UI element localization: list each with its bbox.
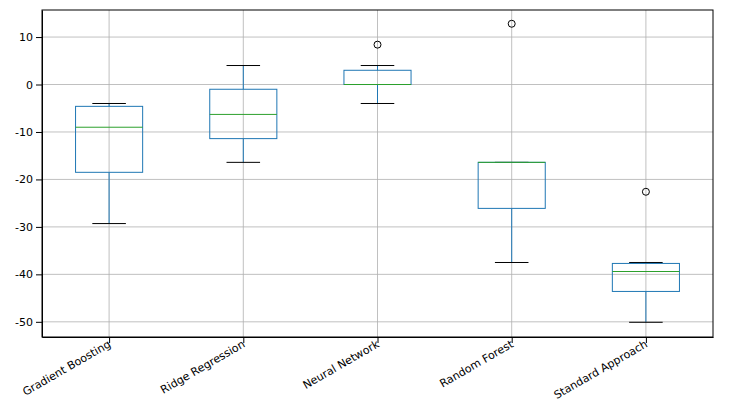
tick-mark (36, 322, 42, 323)
tick: -10 (15, 126, 42, 139)
grid-line (511, 10, 512, 337)
x-axis: Gradient Boosting Ridge Regression Neural … (20, 337, 713, 402)
tick-mark (36, 274, 42, 275)
median (478, 162, 545, 163)
outlier (508, 20, 515, 27)
tick: -40 (15, 268, 42, 281)
tick-mark (512, 337, 513, 343)
tick-mark (646, 337, 647, 343)
tick-mark (36, 227, 42, 228)
median (612, 271, 679, 272)
cap (629, 262, 663, 263)
tick-label: Standard Approach (552, 338, 650, 402)
tick-label: -20 (15, 173, 33, 186)
tick-mark (243, 337, 244, 343)
outlier (374, 41, 381, 48)
tick-mark (36, 37, 42, 38)
plot-area: -50 -40 -30 -20 -10 0 10 Gradient Boosting Ridge… (15, 10, 713, 402)
boxes (76, 20, 680, 322)
box (210, 89, 277, 138)
tick-label: Neural Network (301, 337, 382, 391)
whisker (109, 172, 110, 223)
grid-line (243, 10, 244, 337)
tick: Gradient Boosting (20, 337, 113, 399)
whisker (243, 66, 244, 90)
tick-label: -50 (15, 316, 33, 329)
box-plot (344, 41, 411, 103)
chart: -50 -40 -30 -20 -10 0 10 Gradient Boosting Ridge… (0, 0, 730, 410)
tick-mark (378, 337, 379, 343)
box (478, 162, 545, 208)
cap (227, 65, 261, 66)
whisker (645, 291, 646, 322)
cap (361, 65, 395, 66)
tick: Random Forest (437, 337, 516, 390)
whisker (377, 66, 378, 71)
box (612, 263, 679, 291)
tick-label: Random Forest (437, 337, 516, 390)
box-plot (478, 20, 545, 262)
tick: 0 (26, 79, 42, 92)
tick-label: -40 (15, 268, 33, 281)
whisker (243, 139, 244, 163)
box-plot (612, 188, 679, 322)
tick-label: 10 (19, 31, 33, 44)
cap (92, 103, 126, 104)
frame (42, 10, 713, 337)
tick-label: -10 (15, 126, 33, 139)
tick: -20 (15, 173, 42, 186)
tick: -50 (15, 316, 42, 329)
tick-label: 0 (26, 79, 33, 92)
tick: -30 (15, 221, 42, 234)
tick-mark (36, 85, 42, 86)
tick-mark (36, 132, 42, 133)
whisker (511, 208, 512, 262)
cap (227, 162, 261, 163)
box-plot (76, 103, 143, 223)
tick-label: Ridge Regression (158, 338, 247, 397)
y-axis: -50 -40 -30 -20 -10 0 10 (15, 11, 42, 338)
tick-mark (36, 179, 42, 180)
cap (92, 223, 126, 224)
whisker (377, 85, 378, 104)
tick-mark (109, 337, 110, 343)
median (76, 127, 143, 128)
cap (495, 262, 529, 263)
grid-line (645, 10, 646, 337)
box-plot (210, 66, 277, 163)
tick: Ridge Regression (158, 337, 247, 396)
box (76, 106, 143, 172)
tick: Standard Approach (552, 337, 650, 402)
grid-line (377, 10, 378, 337)
tick-label: -30 (15, 221, 33, 234)
tick-label: Gradient Boosting (20, 338, 113, 399)
grid (42, 10, 713, 337)
grid-line (109, 10, 110, 337)
grid-line (42, 84, 713, 85)
median (344, 84, 411, 85)
cap (361, 103, 395, 104)
tick: Neural Network (301, 337, 382, 392)
outlier (642, 188, 649, 195)
median (210, 114, 277, 115)
cap (629, 322, 663, 323)
tick: 10 (19, 31, 42, 44)
box (344, 70, 411, 84)
